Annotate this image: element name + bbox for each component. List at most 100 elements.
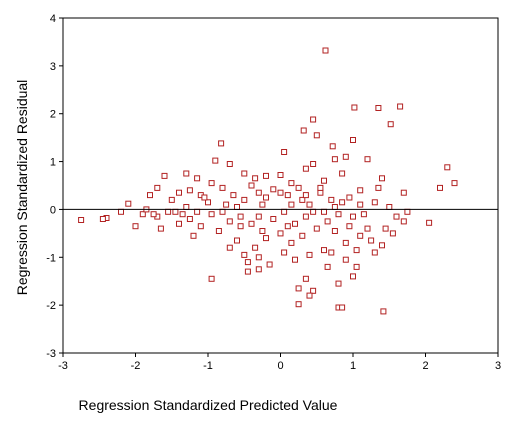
data-point xyxy=(255,266,262,273)
data-point xyxy=(223,201,230,208)
data-point xyxy=(368,237,375,244)
data-point xyxy=(321,247,327,254)
data-point xyxy=(208,211,215,218)
data-point xyxy=(397,103,404,110)
data-point xyxy=(324,218,331,225)
y-tick-label: -3 xyxy=(46,348,56,360)
data-point xyxy=(259,228,266,234)
data-point xyxy=(302,192,309,199)
data-point xyxy=(172,208,179,215)
data-point xyxy=(313,225,320,232)
data-point xyxy=(157,225,164,232)
data-point xyxy=(255,189,262,196)
data-point xyxy=(237,223,244,230)
data-point xyxy=(342,153,349,160)
data-point xyxy=(219,208,226,215)
data-point xyxy=(300,127,307,134)
data-point xyxy=(226,218,233,225)
data-point xyxy=(176,189,182,196)
data-point xyxy=(342,239,349,246)
data-point xyxy=(393,213,400,220)
data-point xyxy=(335,280,342,287)
data-point xyxy=(317,189,324,196)
data-point xyxy=(270,186,277,193)
data-point xyxy=(252,244,259,251)
data-point xyxy=(380,308,387,315)
data-point xyxy=(375,105,382,111)
data-point xyxy=(322,47,329,54)
data-point xyxy=(161,172,168,179)
data-point xyxy=(331,156,338,163)
data-point xyxy=(379,175,385,182)
data-point xyxy=(277,230,284,237)
data-point xyxy=(346,223,353,230)
data-point xyxy=(125,200,132,207)
x-tick-label: 0 xyxy=(277,360,283,372)
data-point xyxy=(324,263,331,270)
data-point xyxy=(218,140,225,147)
data-point xyxy=(139,211,146,218)
data-point xyxy=(400,218,407,225)
data-point xyxy=(118,208,124,215)
data-point xyxy=(371,249,378,256)
data-point xyxy=(321,208,327,215)
x-axis-title: Regression Standardized Predicted Value xyxy=(79,397,338,413)
data-point xyxy=(299,232,306,239)
data-point xyxy=(165,208,172,215)
data-point xyxy=(241,170,248,177)
data-point xyxy=(339,304,346,311)
plot-frame xyxy=(62,17,499,354)
data-point xyxy=(295,301,302,308)
data-point xyxy=(357,201,364,208)
data-point xyxy=(252,175,259,182)
data-point xyxy=(150,211,157,218)
data-point xyxy=(357,187,364,194)
data-point xyxy=(226,244,233,251)
data-point xyxy=(244,259,251,266)
data-point xyxy=(281,149,288,155)
data-point xyxy=(190,232,197,239)
data-point xyxy=(295,184,302,191)
x-axis-ticks: -3 -2 -1 0 1 2 3 xyxy=(58,353,501,372)
data-point xyxy=(194,208,201,215)
data-point xyxy=(284,223,291,230)
data-point xyxy=(299,196,306,203)
data-point xyxy=(375,184,382,191)
data-point xyxy=(400,189,407,196)
data-point xyxy=(194,175,201,182)
data-point xyxy=(389,230,396,237)
data-point xyxy=(255,213,262,220)
data-point xyxy=(270,216,277,222)
data-point xyxy=(208,275,215,282)
data-point xyxy=(288,180,295,187)
data-point xyxy=(281,208,288,215)
data-point xyxy=(212,157,219,164)
data-point xyxy=(310,116,317,123)
x-tick-label: 1 xyxy=(350,360,356,372)
data-point xyxy=(306,201,313,208)
data-point xyxy=(328,196,335,203)
data-point xyxy=(266,261,273,268)
data-point xyxy=(353,263,360,270)
data-point xyxy=(404,208,411,215)
y-tick-label: 1 xyxy=(50,157,56,169)
data-point xyxy=(302,213,309,220)
data-point xyxy=(328,249,335,256)
data-point xyxy=(302,275,309,282)
data-point xyxy=(350,137,356,143)
data-point xyxy=(277,172,284,178)
data-point xyxy=(241,196,248,203)
data-point xyxy=(183,204,190,210)
data-point xyxy=(350,213,356,220)
data-point xyxy=(339,170,346,177)
data-point xyxy=(284,192,291,199)
data-point xyxy=(371,199,378,206)
data-point xyxy=(346,194,353,201)
data-point xyxy=(263,172,269,179)
data-point xyxy=(197,223,204,230)
data-point xyxy=(292,220,298,227)
data-point xyxy=(288,239,295,246)
data-point xyxy=(248,182,255,189)
data-point xyxy=(350,273,356,280)
data-point xyxy=(351,104,358,111)
